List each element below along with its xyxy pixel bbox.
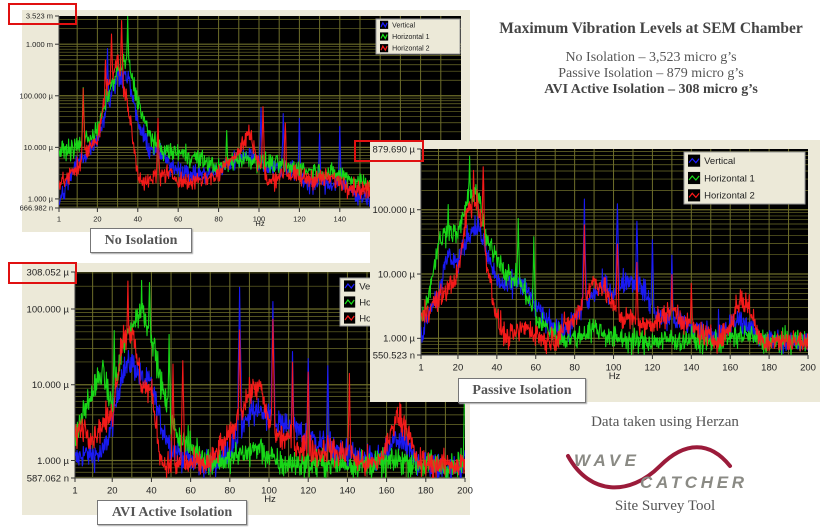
legend-wave-icon <box>380 21 388 29</box>
x-tick-label: 60 <box>174 215 182 224</box>
x-tick-label: 120 <box>293 215 306 224</box>
x-tick-label: 180 <box>761 363 777 374</box>
series-line-horizontal-2 <box>421 166 808 355</box>
x-tick-label: 200 <box>457 486 473 497</box>
x-tick-label: 160 <box>722 363 738 374</box>
legend-label: Horizontal 1 <box>392 34 429 41</box>
x-tick-label: 60 <box>530 363 541 374</box>
label-avi-active-isolation: AVI Active Isolation <box>97 500 247 525</box>
chart-panel-passive: 879.690 µ 100.000 µ 10.000 µ 1.000 µ 550.523… <box>370 140 820 402</box>
legend-wave-icon <box>688 157 700 164</box>
y-tick-label: 3.523 m <box>26 12 53 21</box>
y-tick-label: 308.052 µ <box>27 267 70 278</box>
max-value-highlight-avi <box>8 262 77 284</box>
logo-wave-curve <box>566 445 732 490</box>
chart-passive: 879.690 µ 100.000 µ 10.000 µ 1.000 µ 550.523… <box>373 144 816 382</box>
y-tick-label: 100.000 µ <box>19 91 53 100</box>
legend-wave-icon <box>380 33 388 40</box>
summary-no-isolation: No Isolation – 3,523 micro g’s <box>565 50 737 65</box>
logo-text-wave: WAVE <box>574 451 637 470</box>
series-group <box>59 16 371 207</box>
credit-text: Data taken using Herzan <box>591 414 739 430</box>
y-tick-label: 10.000 µ <box>24 143 54 152</box>
summary-avi-active-isolation: AVI Active Isolation – 308 micro g’s <box>544 82 758 97</box>
x-tick-label: 20 <box>93 215 101 224</box>
legend-label: Horizontal 2 <box>704 191 755 202</box>
series-group <box>421 155 808 355</box>
series-line-horizontal-2 <box>75 280 465 478</box>
x-axis-label: Hz <box>609 371 621 382</box>
legend-box <box>683 151 806 205</box>
wavecatcher-logo: WAVE CATCHER <box>560 436 770 503</box>
site-survey-tool-text: Site Survey Tool <box>614 498 716 514</box>
x-tick-label: 100 <box>606 363 622 374</box>
y-tick-label: 10.000 µ <box>32 380 70 391</box>
x-tick-label: 80 <box>225 486 236 497</box>
series-line-horizontal-1 <box>75 279 465 478</box>
legend-wave-icon <box>380 44 388 52</box>
series-line-horizontal-2 <box>59 20 371 200</box>
series-group <box>75 279 465 478</box>
label-no-isolation: No Isolation <box>90 228 192 253</box>
x-tick-label: 1 <box>418 363 423 374</box>
legend-wave-icon <box>344 299 355 305</box>
y-tick-label: 550.523 n <box>373 350 415 361</box>
x-tick-label: 20 <box>453 363 464 374</box>
x-tick-label: 1 <box>72 486 77 497</box>
y-tick-label: 1.000 µ <box>383 334 415 345</box>
legend-label: Horizontal 1 <box>704 173 755 184</box>
max-value-highlight-no-isolation <box>8 3 77 25</box>
x-tick-label: 80 <box>569 363 580 374</box>
page-title: Maximum Vibration Levels at SEM Chamber <box>499 20 803 37</box>
legend: Vertical Horizontal 1 Horizontal 2 <box>375 18 461 55</box>
summary-passive-isolation: Passive Isolation – 879 micro g’s <box>558 66 744 81</box>
x-tick-label: 200 <box>800 363 816 374</box>
x-tick-label: 40 <box>146 486 157 497</box>
x-tick-label: 20 <box>107 486 118 497</box>
x-axis-label: Hz <box>264 494 276 505</box>
x-tick-label: 40 <box>134 215 142 224</box>
x-tick-label: 180 <box>418 486 434 497</box>
y-tick-label: 100.000 µ <box>27 304 70 315</box>
legend-wave-icon <box>344 315 355 321</box>
legend-label: Vertical <box>392 22 415 29</box>
logo-text-catcher: CATCHER <box>640 473 745 492</box>
legend-wave-icon <box>344 283 355 289</box>
legend-wave-icon <box>688 175 700 181</box>
x-axis-label: Hz <box>255 219 264 228</box>
y-tick-label: 1.000 m <box>26 40 53 49</box>
y-tick-label: 879.690 µ <box>373 144 416 155</box>
series-line-horizontal-1 <box>59 16 371 192</box>
max-value-highlight-passive <box>354 140 424 162</box>
x-tick-label: 140 <box>339 486 355 497</box>
x-tick-label: 100 <box>253 215 266 224</box>
y-tick-label: 1.000 µ <box>28 195 54 204</box>
x-tick-label: 60 <box>185 486 196 497</box>
x-tick-label: 80 <box>214 215 222 224</box>
y-tick-label: 666.982 n <box>20 204 53 213</box>
y-tick-label: 10.000 µ <box>378 269 416 280</box>
y-tick-label: 1.000 µ <box>37 456 69 467</box>
header: Maximum Vibration Levels at SEM Chamber … <box>476 20 826 98</box>
legend-wave-icon <box>688 192 700 199</box>
y-tick-label: 100.000 µ <box>373 205 416 216</box>
legend-box <box>375 18 461 55</box>
series-line-horizontal-1 <box>421 155 808 355</box>
x-tick-label: 140 <box>334 215 347 224</box>
label-passive-isolation: Passive Isolation <box>458 378 586 403</box>
series-line-vertical <box>59 47 371 207</box>
x-tick-label: 160 <box>379 486 395 497</box>
x-tick-label: 40 <box>492 363 503 374</box>
x-tick-label: 100 <box>261 486 277 497</box>
y-tick-label: 587.062 n <box>27 473 69 484</box>
legend-label: Vertical <box>704 156 735 167</box>
x-tick-label: 120 <box>300 486 316 497</box>
legend-label: Horizontal 2 <box>392 46 429 53</box>
x-tick-label: 120 <box>644 363 660 374</box>
legend: Vertical Horizontal 1 Horizontal 2 <box>683 151 806 205</box>
x-tick-label: 1 <box>57 215 61 224</box>
x-tick-label: 140 <box>683 363 699 374</box>
